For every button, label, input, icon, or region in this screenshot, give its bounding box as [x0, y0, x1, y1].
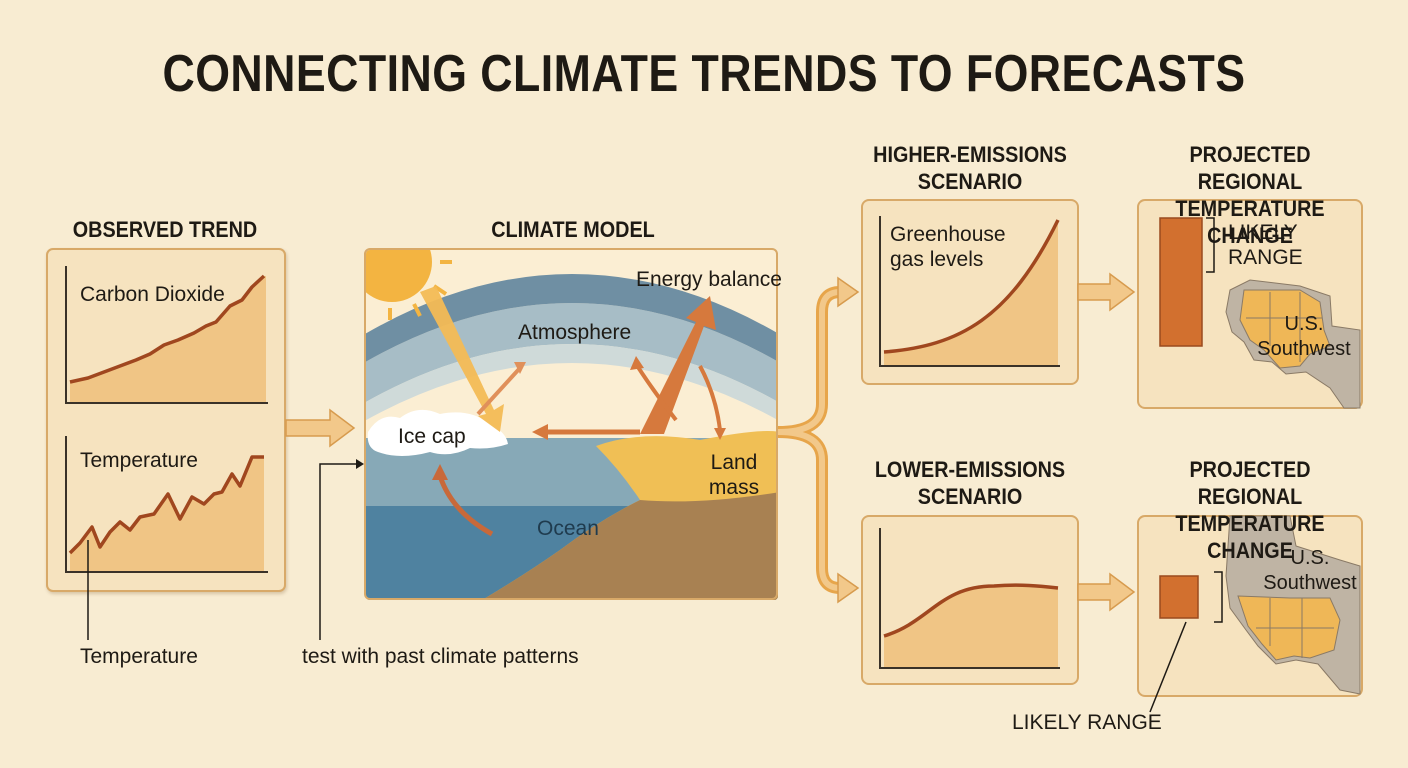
- atmosphere-label: Atmosphere: [518, 321, 632, 344]
- branch-brace: [777, 286, 841, 438]
- lower-emissions-heading: LOWER-EMISSIONS SCENARIO: [874, 457, 1066, 509]
- arrow-lower-to-projection: [1077, 572, 1136, 612]
- energy-balance-label: Energy balance: [636, 268, 782, 291]
- climate-model-frame: [364, 248, 778, 600]
- higher-emissions-curve: [883, 219, 1060, 354]
- solar-radiation-arrow: [420, 286, 504, 432]
- likely-range-bar-bottom: [1159, 575, 1199, 619]
- likely-range-label-top: LIKELY RANGE: [1228, 221, 1303, 269]
- land-mass-label: Land mass: [708, 451, 760, 499]
- page-title: CONNECTING CLIMATE TRENDS TO FORECASTS: [162, 45, 1246, 103]
- arrow-to-higher-scenario: [837, 276, 860, 308]
- likely-range-callout-line: [1149, 621, 1187, 713]
- region-label-top: U.S. Southwest: [1257, 313, 1351, 360]
- temperature-label: Temperature: [80, 449, 198, 472]
- likely-range-bar-top: [1159, 217, 1203, 347]
- arrow-higher-to-projection: [1077, 272, 1136, 312]
- arrow-observed-to-model: [285, 408, 356, 448]
- projection-bottom-heading: PROJECTED REGIONAL TEMPERATURE CHANGE: [1175, 457, 1325, 563]
- test-callout-line: [319, 463, 356, 640]
- arrow-to-lower-scenario: [837, 572, 860, 604]
- likely-range-label-bottom: LIKELY RANGE: [1012, 711, 1162, 734]
- temperature-chart: [65, 436, 268, 640]
- climate-model-scene: [366, 250, 778, 600]
- greenhouse-gas-label: Greenhouse gas levels: [890, 223, 1006, 271]
- higher-emissions-chart: [861, 199, 1079, 385]
- ice-cap-shape: [367, 409, 508, 456]
- projection-top-panel: [1137, 199, 1363, 409]
- test-note-label: test with past climate patterns: [302, 645, 579, 668]
- temperature-trend-line: [68, 455, 264, 555]
- co2-chart: [65, 266, 268, 404]
- ocean-label: Ocean: [537, 517, 599, 540]
- co2-trend-line: [69, 274, 266, 384]
- sun-icon: [366, 250, 452, 320]
- temperature-callout-label: Temperature: [80, 645, 198, 668]
- higher-emissions-heading: HIGHER-EMISSIONS SCENARIO: [873, 142, 1067, 194]
- co2-label: Carbon Dioxide: [80, 283, 225, 306]
- climate-model-heading: CLIMATE MODEL: [491, 217, 655, 242]
- region-label-bottom: U.S. Southwest: [1263, 547, 1357, 594]
- lower-emissions-chart: [861, 515, 1079, 685]
- projection-top-heading: PROJECTED REGIONAL TEMPERATURE CHANGE: [1175, 142, 1325, 248]
- lower-emissions-curve: [883, 583, 1059, 638]
- projection-bottom-panel: [1137, 515, 1363, 713]
- observed-trend-heading: OBSERVED TREND: [72, 217, 258, 242]
- ice-cap-label: Ice cap: [398, 425, 466, 448]
